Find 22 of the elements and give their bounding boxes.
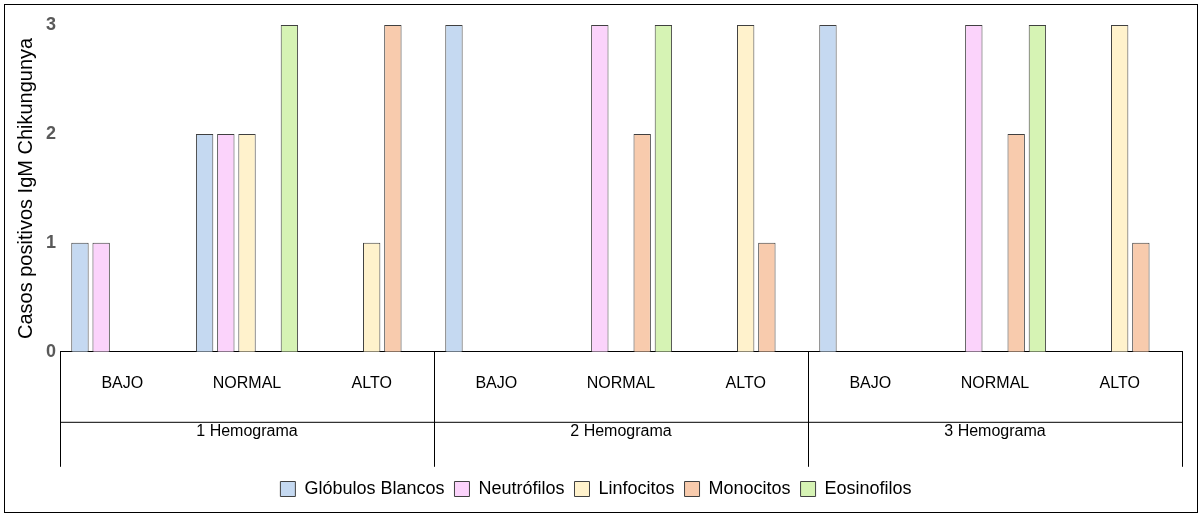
x-tick-label: BAJO [101, 373, 144, 391]
x-tick-label: BAJO [849, 373, 892, 391]
y-tick-label: 2 [46, 122, 57, 143]
legend-label: Monocitos [708, 477, 791, 498]
text: 2 Hemograma [570, 422, 672, 440]
legend-label: Glóbulos Blancos [304, 477, 445, 498]
x-tick-label: ALTO [1099, 373, 1140, 391]
x-tick-label: ALTO [725, 373, 766, 391]
y-tick-label: 3 [46, 13, 57, 34]
legend-label: Eosinofilos [824, 477, 912, 498]
x-tick-label: ALTO [351, 373, 392, 391]
legend-label: Neutrófilos [478, 477, 565, 498]
legend-label: Linfocitos [598, 477, 675, 498]
y-tick-label: 1 [46, 231, 57, 252]
y-axis-title: Casos positivos IgM Chikungunya [13, 36, 36, 340]
y-tick-label: 0 [46, 340, 57, 361]
text: 3 Hemograma [944, 422, 1046, 440]
x-tick-label: NORMAL [212, 373, 282, 391]
x-tick-label: NORMAL [586, 373, 656, 391]
text: 1 Hemograma [196, 422, 298, 440]
x-tick-label: NORMAL [960, 373, 1030, 391]
x-tick-label: BAJO [475, 373, 518, 391]
